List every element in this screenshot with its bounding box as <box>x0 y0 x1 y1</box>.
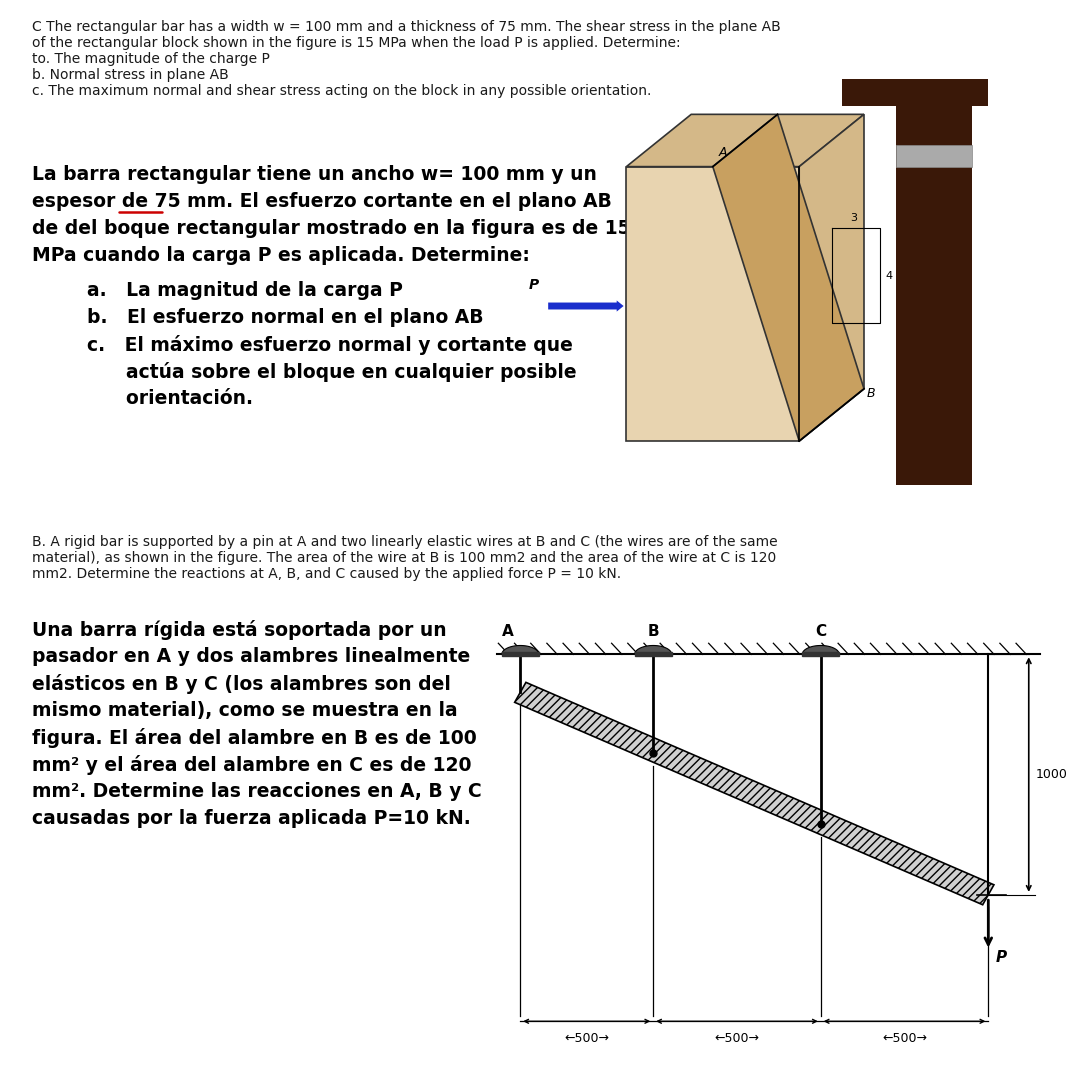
Polygon shape <box>502 646 539 654</box>
Polygon shape <box>502 652 539 657</box>
Polygon shape <box>635 646 672 654</box>
Text: ←500→: ←500→ <box>882 1032 927 1045</box>
Polygon shape <box>896 145 972 167</box>
Polygon shape <box>713 114 864 441</box>
Polygon shape <box>515 683 994 905</box>
Text: La barra rectangular tiene un ancho w= 100 mm y un: La barra rectangular tiene un ancho w= 1… <box>32 166 597 184</box>
Text: mm². Determine las reacciones en A, B y C: mm². Determine las reacciones en A, B y … <box>32 782 482 802</box>
Text: Una barra rígida está soportada por un: Una barra rígida está soportada por un <box>32 620 447 640</box>
Text: de del boque rectangular mostrado en la figura es de 15: de del boque rectangular mostrado en la … <box>32 219 631 238</box>
Text: of the rectangular block shown in the figure is 15 MPa when the load P is applie: of the rectangular block shown in the fi… <box>32 36 680 50</box>
Text: C The rectangular bar has a width w = 100 mm and a thickness of 75 mm. The shear: C The rectangular bar has a width w = 10… <box>32 20 781 34</box>
Text: espesor de 75 mm. El esfuerzo cortante en el plano AB: espesor de 75 mm. El esfuerzo cortante e… <box>32 192 612 211</box>
Polygon shape <box>799 114 864 441</box>
Text: B: B <box>647 624 659 639</box>
Text: P: P <box>996 951 1007 966</box>
Text: B: B <box>867 388 875 401</box>
Text: b.   El esfuerzo normal en el plano AB: b. El esfuerzo normal en el plano AB <box>87 308 484 327</box>
Polygon shape <box>842 79 988 106</box>
Text: 1000: 1000 <box>1036 768 1067 781</box>
Text: A: A <box>718 146 727 159</box>
Polygon shape <box>802 646 839 654</box>
Polygon shape <box>626 167 799 441</box>
Text: mm² y el área del alambre en C es de 120: mm² y el área del alambre en C es de 120 <box>32 755 472 775</box>
Text: 3: 3 <box>850 213 856 223</box>
Text: MPa cuando la carga P es aplicada. Determine:: MPa cuando la carga P es aplicada. Deter… <box>32 246 530 265</box>
Text: C: C <box>815 624 826 639</box>
Polygon shape <box>635 652 672 657</box>
Text: c.   El máximo esfuerzo normal y cortante que: c. El máximo esfuerzo normal y cortante … <box>87 335 572 355</box>
Text: b. Normal stress in plane AB: b. Normal stress in plane AB <box>32 68 229 82</box>
Text: ←500→: ←500→ <box>715 1032 759 1045</box>
Text: w: w <box>691 297 701 310</box>
Text: c. The maximum normal and shear stress acting on the block in any possible orien: c. The maximum normal and shear stress a… <box>32 84 651 98</box>
Text: B. A rigid bar is supported by a pin at A and two linearly elastic wires at B an: B. A rigid bar is supported by a pin at … <box>32 535 778 549</box>
Text: A: A <box>502 624 513 639</box>
Text: to. The magnitude of the charge P: to. The magnitude of the charge P <box>32 52 270 66</box>
Text: 4: 4 <box>886 270 893 281</box>
Text: a.   La magnitud de la carga P: a. La magnitud de la carga P <box>87 281 403 299</box>
Text: orientación.: orientación. <box>87 389 253 408</box>
Polygon shape <box>802 652 839 657</box>
Text: actúa sobre el bloque en cualquier posible: actúa sobre el bloque en cualquier posib… <box>87 362 577 382</box>
Text: elásticos en B y C (los alambres son del: elásticos en B y C (los alambres son del <box>32 674 450 694</box>
Text: mismo material), como se muestra en la: mismo material), como se muestra en la <box>32 701 458 720</box>
Text: pasador en A y dos alambres linealmente: pasador en A y dos alambres linealmente <box>32 647 470 666</box>
Text: causadas por la fuerza aplicada P=10 kN.: causadas por la fuerza aplicada P=10 kN. <box>32 809 471 828</box>
Text: ←500→: ←500→ <box>564 1032 609 1045</box>
Text: figura. El área del alambre en B es de 100: figura. El área del alambre en B es de 1… <box>32 729 476 748</box>
Text: material), as shown in the figure. The area of the wire at B is 100 mm2 and the : material), as shown in the figure. The a… <box>32 551 777 565</box>
Polygon shape <box>896 79 972 485</box>
Text: P: P <box>529 278 539 292</box>
Polygon shape <box>626 114 864 167</box>
Text: mm2. Determine the reactions at A, B, and C caused by the applied force P = 10 k: mm2. Determine the reactions at A, B, an… <box>32 567 621 582</box>
